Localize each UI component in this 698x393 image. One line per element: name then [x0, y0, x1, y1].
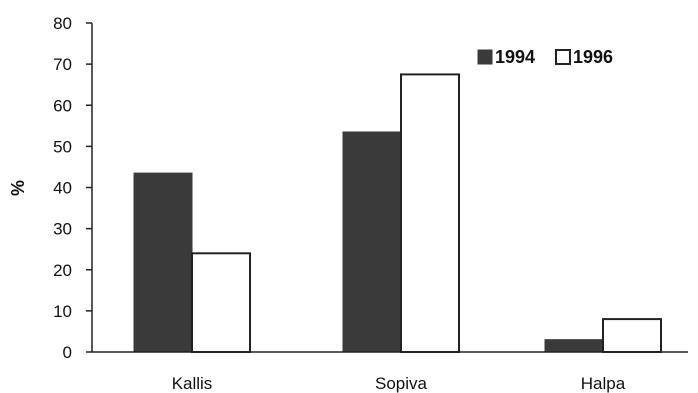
- legend-label-1994: 1994: [495, 47, 535, 67]
- y-tick-label: 30: [53, 220, 72, 239]
- bar-1996-sopiva: [400, 73, 460, 353]
- legend-swatch-1996: [555, 49, 571, 65]
- y-tick-label: 10: [53, 302, 72, 321]
- y-axis-label: %: [8, 180, 28, 196]
- y-axis: 0 10 20 30 40 50 60 70 80: [53, 14, 93, 362]
- legend-label-1996: 1996: [573, 47, 613, 67]
- y-tick-label: 60: [53, 96, 72, 115]
- legend-swatch-1994: [477, 49, 493, 65]
- bar-1996-halpa: [602, 318, 662, 354]
- x-axis: Kallis Sopiva Halpa: [92, 351, 688, 393]
- y-tick-label: 0: [63, 343, 72, 362]
- y-tick-label: 50: [53, 137, 72, 156]
- legend: 1994 1996: [477, 47, 613, 67]
- x-category-label: Sopiva: [375, 374, 428, 393]
- bar-1994-halpa: [544, 339, 604, 353]
- y-tick-label: 70: [53, 55, 72, 74]
- y-tick-label: 40: [53, 179, 72, 198]
- bar-1994-sopiva: [342, 131, 402, 353]
- bar-1994-kallis: [133, 172, 193, 353]
- y-tick-label: 80: [53, 14, 72, 33]
- bars: [133, 73, 662, 354]
- y-tick-label: 20: [53, 261, 72, 280]
- x-category-label: Halpa: [581, 374, 626, 393]
- bar-1996-kallis: [191, 252, 251, 353]
- x-category-label: Kallis: [172, 374, 213, 393]
